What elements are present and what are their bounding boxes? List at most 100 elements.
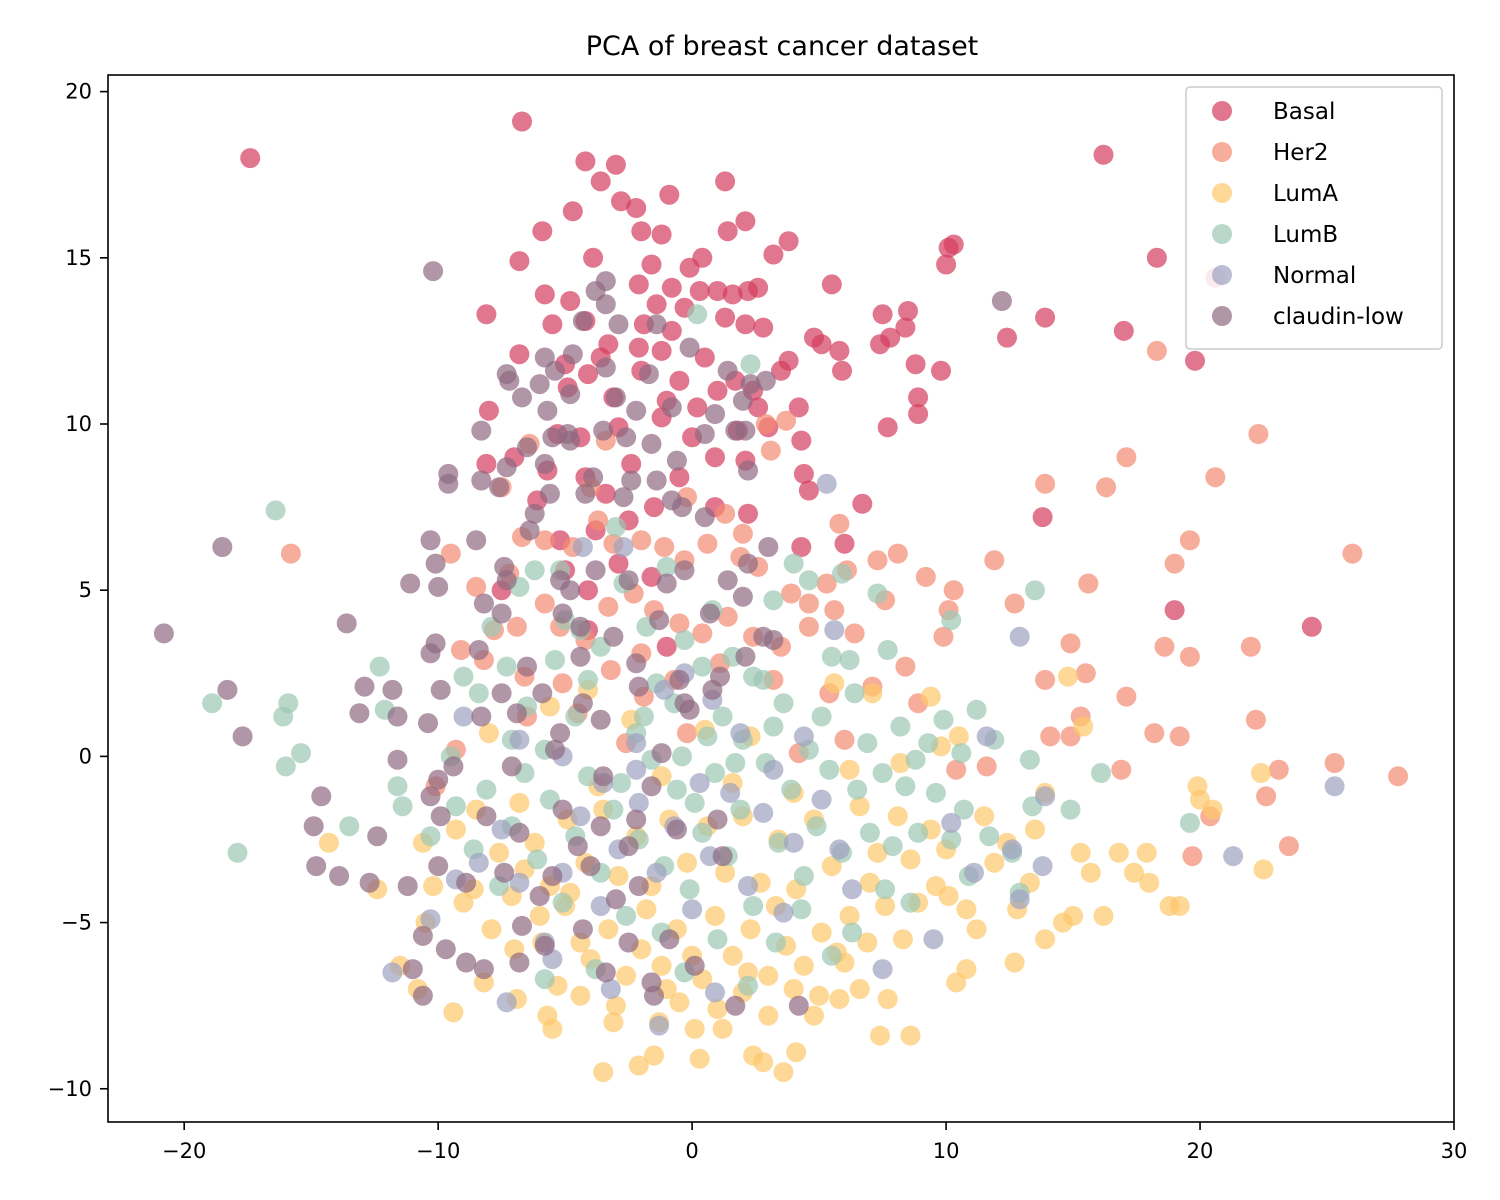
data-point [738,876,758,896]
y-tick-label: 15 [65,246,92,270]
data-point [367,826,388,847]
data-point [588,510,609,531]
data-point [306,856,327,877]
data-point [849,979,870,999]
data-point [420,786,441,807]
data-point [669,370,690,391]
data-point [496,656,517,677]
data-point [1113,320,1134,341]
data-point [735,646,756,667]
data-point [153,623,174,644]
data-point [628,1055,649,1076]
data-point [303,816,324,837]
data-point [760,440,781,461]
data-point [872,304,893,325]
y-tick-label: 0 [79,744,92,768]
data-point [712,706,733,727]
data-point [964,862,984,883]
data-point [552,892,573,913]
data-point [542,866,563,886]
data-point [570,985,591,1006]
data-point [725,995,746,1016]
data-point [839,905,860,926]
data-point [524,832,545,853]
data-point [659,184,680,205]
data-point [707,281,728,301]
data-point [847,779,868,800]
data-point [428,769,449,790]
data-point [1179,530,1200,551]
data-point [578,669,598,690]
data-point [811,334,832,355]
data-point [616,905,637,926]
data-point [783,979,804,999]
data-point [456,952,477,973]
data-point [572,537,593,557]
data-point [877,640,898,660]
legend-label: claudin-low [1273,304,1404,330]
data-point [948,726,969,747]
data-point [628,792,649,813]
data-point [679,699,700,720]
data-point [534,969,555,990]
data-point [1169,726,1190,747]
data-point [887,543,908,564]
data-point [1093,905,1114,926]
data-point [788,995,809,1016]
data-point [740,919,761,940]
data-point [641,972,662,993]
data-point [740,374,761,395]
data-point [598,919,619,940]
data-point [707,380,728,401]
data-point [859,822,880,843]
data-point [857,932,878,953]
data-point [661,397,682,418]
data-point [1144,723,1165,744]
data-point [793,463,814,484]
data-point [659,929,680,950]
data-point [1278,836,1299,857]
data-point [608,866,629,886]
data-point [1078,573,1099,594]
data-point [1009,889,1030,910]
data-point [834,729,855,750]
data-point [890,753,911,773]
data-point [456,872,477,893]
data-point [1146,340,1167,361]
data-point [1080,862,1101,883]
data-point [1139,872,1160,893]
data-point [509,729,530,750]
data-point [468,852,489,873]
data-point [420,826,441,847]
data-point [1035,786,1056,807]
data-point [354,676,375,697]
data-point [529,374,550,395]
chart-title: PCA of breast cancer dataset [586,31,979,62]
data-point [900,1025,921,1046]
data-point [628,274,649,295]
data-point [1248,424,1269,444]
x-axis: −20 −10 0 10 20 30 [162,1122,1467,1163]
data-point [585,560,606,581]
data-point [824,620,845,641]
x-tick-label: 0 [685,1139,698,1163]
data-point [280,543,301,564]
data-point [524,560,545,581]
data-point [707,929,728,950]
data-point [552,799,573,820]
x-tick-label: 30 [1441,1139,1468,1163]
data-point [702,679,723,700]
data-point [608,314,629,335]
data-point [468,683,489,704]
data-point [829,340,850,361]
data-point [583,467,604,488]
data-point [618,836,639,857]
data-point [646,862,667,883]
data-point [649,610,670,631]
data-point [412,925,433,946]
data-point [489,477,510,498]
data-point [646,470,667,491]
data-point [440,543,461,564]
data-point [875,879,896,900]
data-point [781,583,802,604]
